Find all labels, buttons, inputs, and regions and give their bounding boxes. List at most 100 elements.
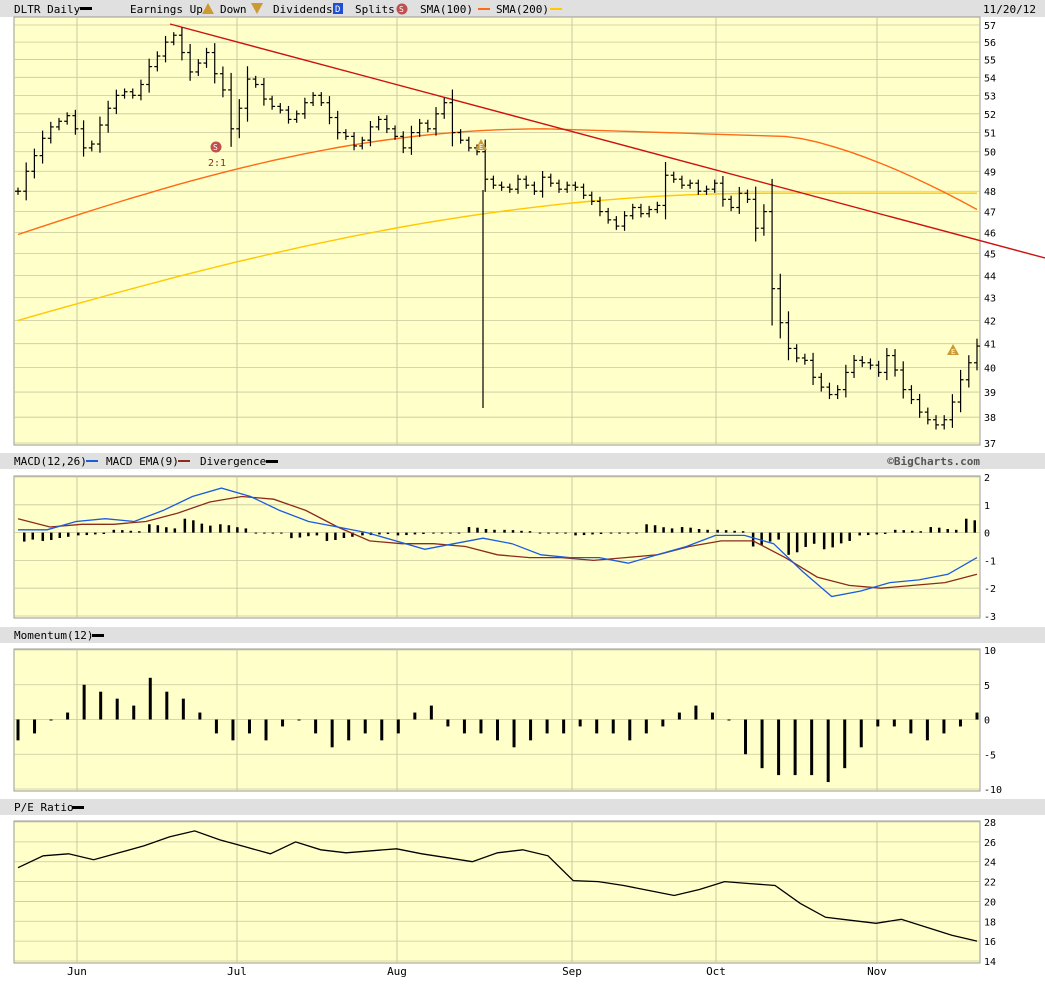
ohlc-bar [490, 175, 497, 189]
momentum-bar [413, 712, 417, 720]
ohlc-bar [588, 191, 595, 206]
ohlc-bar [359, 136, 366, 150]
divergence-bar [378, 532, 381, 535]
earnings-up-icon [202, 3, 214, 14]
price-tick-label: 39 [984, 388, 996, 399]
ohlc-bar [113, 89, 120, 115]
divergence-bar [263, 532, 266, 534]
split-icon [396, 3, 408, 15]
sma200-line [17, 192, 977, 322]
x-tick-label: Oct [706, 965, 726, 978]
divergence-bar [102, 532, 106, 534]
ohlc-bar [121, 88, 128, 99]
x-tick-label: Aug [387, 965, 407, 978]
symbol-label: DLTR Daily [14, 3, 81, 16]
divergence-bar [200, 523, 204, 533]
divergence-bar [599, 532, 603, 534]
divergence-bar [795, 532, 799, 553]
x-tick-label: Jul [227, 965, 247, 978]
divergence-bar [706, 529, 709, 533]
momentum-bar [975, 712, 979, 720]
macd-tick-label: -3 [984, 612, 996, 623]
earnings-up-label: Earnings Up [130, 3, 203, 16]
divergence-bar [626, 532, 630, 534]
momentum-bar [777, 719, 781, 776]
ohlc-bar [301, 97, 308, 119]
divergence-bar [787, 532, 790, 555]
momentum-bar [661, 719, 665, 727]
ohlc-bar [752, 186, 759, 242]
momentum-bar [33, 719, 37, 734]
pe-tick-label: 26 [984, 838, 996, 849]
ohlc-bar [883, 348, 890, 381]
divergence-bar [493, 529, 496, 533]
divergence-bar [751, 532, 755, 547]
divergence-bar [298, 532, 302, 538]
divergence-bar [858, 532, 861, 536]
divergence-bar [31, 532, 34, 540]
split-ratio-label: 2:1 [208, 158, 226, 169]
ohlc-bar [465, 136, 472, 152]
momentum-bar [909, 719, 913, 734]
symbol-line-key [80, 7, 92, 10]
divergence-bar [413, 532, 417, 535]
ohlc-bar [801, 353, 808, 365]
divergence-bar [121, 530, 124, 533]
ohlc-bar [572, 181, 579, 191]
divergence-bar [173, 528, 177, 533]
ohlc-bar [129, 88, 136, 99]
momentum-bar [744, 719, 748, 755]
ohlc-bar [555, 179, 562, 193]
divergence-bar [307, 532, 310, 537]
price-tick-label: 57 [984, 21, 996, 32]
ohlc-bar [64, 112, 71, 125]
macd-ema-line-key [178, 460, 190, 462]
divergence-bar [609, 532, 613, 534]
pe-tick-label: 20 [984, 897, 996, 908]
divergence-bar [156, 525, 160, 533]
ohlc-bar [744, 189, 751, 203]
ohlc-bar [605, 207, 612, 224]
pe-header-band [0, 799, 1045, 815]
momentum-bar [214, 719, 218, 734]
macd-header-band [0, 453, 1045, 469]
price-tick-label: 54 [984, 73, 996, 84]
ohlc-bar [203, 47, 210, 68]
ohlc-bar [810, 352, 817, 386]
divergence-bar [148, 524, 151, 533]
divergence-bar [662, 527, 665, 533]
ohlc-bar [662, 161, 669, 220]
momentum-bar [496, 719, 499, 741]
momentum-bars [16, 677, 979, 783]
macd-tick-label: 2 [984, 473, 990, 484]
ohlc-bar [514, 174, 521, 194]
divergence-bar [77, 532, 80, 536]
divergence-bar [954, 529, 958, 533]
divergence-bar [965, 518, 968, 533]
divergence-bar [94, 532, 97, 535]
split-marker-icon [210, 141, 222, 153]
split-marker-letter: S [213, 143, 218, 152]
divergence-bar [58, 532, 62, 538]
ohlc-bar [678, 175, 685, 189]
divergence-bar [937, 527, 941, 533]
earnings-marker-aug-letter: E [479, 143, 483, 151]
momentum-bar [793, 719, 797, 776]
ohlc-bar [137, 79, 144, 101]
momentum-bar [876, 719, 880, 727]
price-tick-label: 42 [984, 316, 996, 327]
dividend-icon [333, 3, 343, 14]
ohlc-bar [621, 211, 628, 231]
macd-tick-label: -2 [984, 584, 996, 595]
earnings-marker-nov-icon [947, 344, 959, 355]
divergence-bar [23, 532, 26, 542]
divergence-bar [547, 532, 550, 534]
divergence-bar [618, 532, 621, 534]
momentum-bar [628, 719, 632, 741]
divergence-bar [822, 532, 826, 550]
ohlc-bar [506, 183, 513, 193]
ohlc-bar [629, 203, 636, 220]
price-grid [14, 17, 980, 445]
ohlc-bar [441, 97, 448, 119]
